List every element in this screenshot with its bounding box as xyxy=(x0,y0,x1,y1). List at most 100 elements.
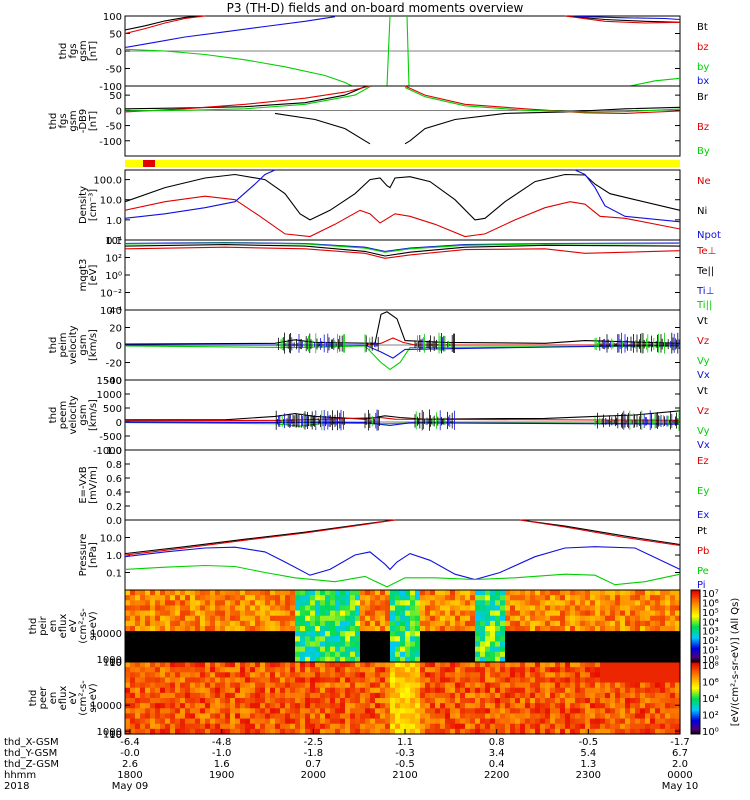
spectrogram-cell xyxy=(455,641,461,648)
spectrogram-cell xyxy=(345,698,351,704)
spectrogram-cell xyxy=(645,718,651,725)
colorbar-cell xyxy=(691,656,700,659)
spectrogram-cell xyxy=(485,723,491,730)
spectrogram-cell xyxy=(575,728,581,735)
spectrogram-cell xyxy=(535,631,541,637)
spectrogram-cell xyxy=(270,708,276,715)
spectrogram-cell xyxy=(485,662,491,668)
spectrogram-cell xyxy=(310,682,316,689)
spectrogram-cell xyxy=(430,631,436,637)
spectrogram-cell xyxy=(390,656,396,663)
spectrogram-cell xyxy=(175,677,181,684)
spectrogram-cell xyxy=(210,656,216,663)
spectrogram-cell xyxy=(415,677,421,684)
spectrogram-cell xyxy=(140,723,146,730)
ephemeris-value: 5.4 xyxy=(580,748,596,759)
spectrogram-cell xyxy=(595,641,601,648)
spectrogram-cell xyxy=(220,687,226,694)
spectrogram-cell xyxy=(435,626,441,632)
spectrogram-cell xyxy=(185,590,191,596)
spectrogram-cell xyxy=(245,615,251,622)
spectrogram-cell xyxy=(340,682,346,689)
spectrogram-cell xyxy=(420,687,426,694)
spectrogram-cell xyxy=(345,718,351,725)
spectrogram-cell xyxy=(615,703,621,709)
spectrogram-cell xyxy=(565,667,571,673)
spectrogram-cell xyxy=(395,708,401,715)
spectrogram-cell xyxy=(570,698,576,704)
spectrogram-cell xyxy=(460,631,466,637)
spectrogram-cell xyxy=(310,615,316,622)
spectrogram-cell xyxy=(670,620,676,627)
spectrogram-cell xyxy=(555,636,561,643)
spectrogram-cell xyxy=(165,620,171,627)
spectrogram-cell xyxy=(590,728,596,735)
spectrogram-cell xyxy=(340,656,346,663)
spectrogram-cell xyxy=(350,667,356,673)
spectrogram-cell xyxy=(550,713,556,720)
spectrogram-cell xyxy=(430,708,436,715)
spectrogram-cell xyxy=(625,703,631,709)
spectrogram-cell xyxy=(370,703,376,709)
spectrogram-cell xyxy=(655,703,661,709)
spectrogram-cell xyxy=(130,723,136,730)
spectrogram-cell xyxy=(175,687,181,694)
spectrogram-cell xyxy=(150,703,156,709)
spectrogram-cell xyxy=(415,610,421,617)
spectrogram-cell xyxy=(335,703,341,709)
spectrogram-cell xyxy=(515,595,521,601)
spectrogram-cell xyxy=(125,636,131,643)
spectrogram-cell xyxy=(500,636,506,643)
spectrogram-cell xyxy=(635,667,641,673)
spectrogram-cell xyxy=(445,605,451,612)
spectrogram-cell xyxy=(130,636,136,643)
spectrogram-cell xyxy=(355,718,361,725)
spectrogram-cell xyxy=(590,698,596,704)
spectrogram-cell xyxy=(605,595,611,601)
colorbar-cell xyxy=(691,671,700,674)
spectrogram-cell xyxy=(675,651,681,658)
spectrogram-cell xyxy=(515,662,521,668)
spectrogram-cell xyxy=(150,641,156,648)
spectrogram-cell xyxy=(250,692,256,699)
spectrogram-cell xyxy=(165,641,171,648)
spectrogram-cell xyxy=(490,692,496,699)
spectrogram-cell xyxy=(300,698,306,704)
spectrogram-cell xyxy=(135,620,141,627)
spectrogram-cell xyxy=(600,692,606,699)
spectrogram-cell xyxy=(170,631,176,637)
spectrogram-cell xyxy=(250,723,256,730)
spectrogram-cell xyxy=(385,626,391,632)
spectrogram-cell xyxy=(145,723,151,730)
spectrogram-cell xyxy=(385,728,391,735)
spectrogram-cell xyxy=(660,723,666,730)
spectrogram-cell xyxy=(390,631,396,637)
spectrogram-cell xyxy=(390,698,396,704)
spectrogram-cell xyxy=(375,620,381,627)
spectrogram-cell xyxy=(645,620,651,627)
ephemeris-value: 0.7 xyxy=(305,759,321,770)
spectrogram-cell xyxy=(285,667,291,673)
spectrogram-cell xyxy=(300,718,306,725)
spectrogram-cell xyxy=(555,620,561,627)
state-bar-marker xyxy=(143,160,155,167)
spectrogram-cell xyxy=(270,662,276,668)
spectrogram-cell xyxy=(445,590,451,596)
spectrogram-cell xyxy=(165,687,171,694)
spectrogram-cell xyxy=(635,687,641,694)
spectrogram-cell xyxy=(435,600,441,607)
spectrogram-cell xyxy=(435,615,441,622)
spectrogram-cell xyxy=(435,641,441,648)
spectrogram-cell xyxy=(495,713,501,720)
spectrogram-cell xyxy=(425,687,431,694)
spectrogram-cell xyxy=(435,646,441,653)
spectrogram-cell xyxy=(300,626,306,632)
spectrogram-cell xyxy=(225,605,231,612)
spectrogram-cell xyxy=(335,677,341,684)
spectrogram-cell xyxy=(655,636,661,643)
spectrogram-cell xyxy=(460,723,466,730)
spectrogram-cell xyxy=(480,672,486,679)
spectrogram-cell xyxy=(675,631,681,637)
spectrogram-cell xyxy=(270,703,276,709)
spectrogram-cell xyxy=(635,590,641,596)
